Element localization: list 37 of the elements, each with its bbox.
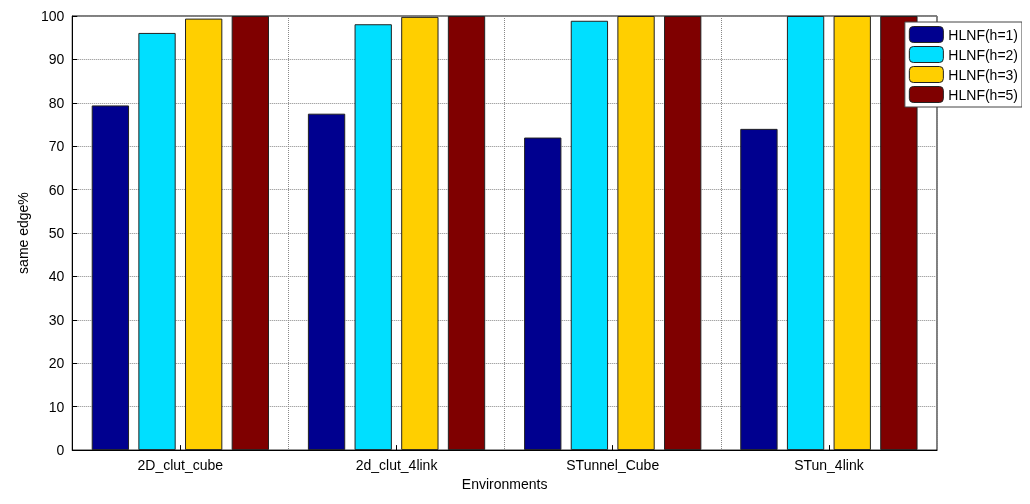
y-tick-label: 100	[40, 8, 65, 24]
y-tick-label: 0	[56, 442, 65, 459]
legend-label: HLNF(h=2)	[948, 46, 1019, 63]
x-tick-label: STunnel_Cube	[566, 457, 660, 474]
bar	[740, 128, 778, 451]
bar	[231, 16, 269, 451]
bar	[524, 137, 562, 451]
x-axis-title: Environments	[461, 476, 548, 492]
bar	[401, 16, 439, 451]
y-tick-label: 40	[48, 268, 65, 285]
bar	[617, 16, 655, 451]
bar	[307, 113, 346, 451]
bar	[185, 18, 223, 451]
legend-label: HLNF(h=3)	[948, 66, 1019, 83]
x-tick-label: 2d_clut_4link	[355, 457, 439, 474]
bar	[664, 16, 702, 451]
y-tick-label: 20	[48, 355, 65, 372]
bar	[91, 105, 130, 451]
bar	[354, 24, 392, 451]
y-tick-label: 30	[48, 311, 65, 328]
bar	[833, 16, 871, 451]
bar	[138, 32, 176, 451]
y-tick-label: 50	[48, 225, 65, 242]
y-tick-label: 80	[48, 94, 65, 111]
y-tick-label: 60	[48, 181, 65, 198]
y-axis-title: same edge%	[15, 192, 31, 274]
bar	[447, 16, 486, 451]
bar	[880, 16, 918, 451]
y-tick-label: 90	[48, 51, 65, 68]
legend-label: HLNF(h=5)	[948, 86, 1019, 103]
bar	[786, 16, 825, 451]
x-tick-label: STun_4link	[794, 457, 865, 474]
y-tick-label: 10	[48, 398, 65, 415]
bar	[570, 20, 609, 451]
x-tick-label: 2D_clut_cube	[137, 457, 224, 474]
y-tick-label: 70	[48, 138, 65, 155]
legend-label: HLNF(h=1)	[948, 26, 1019, 43]
